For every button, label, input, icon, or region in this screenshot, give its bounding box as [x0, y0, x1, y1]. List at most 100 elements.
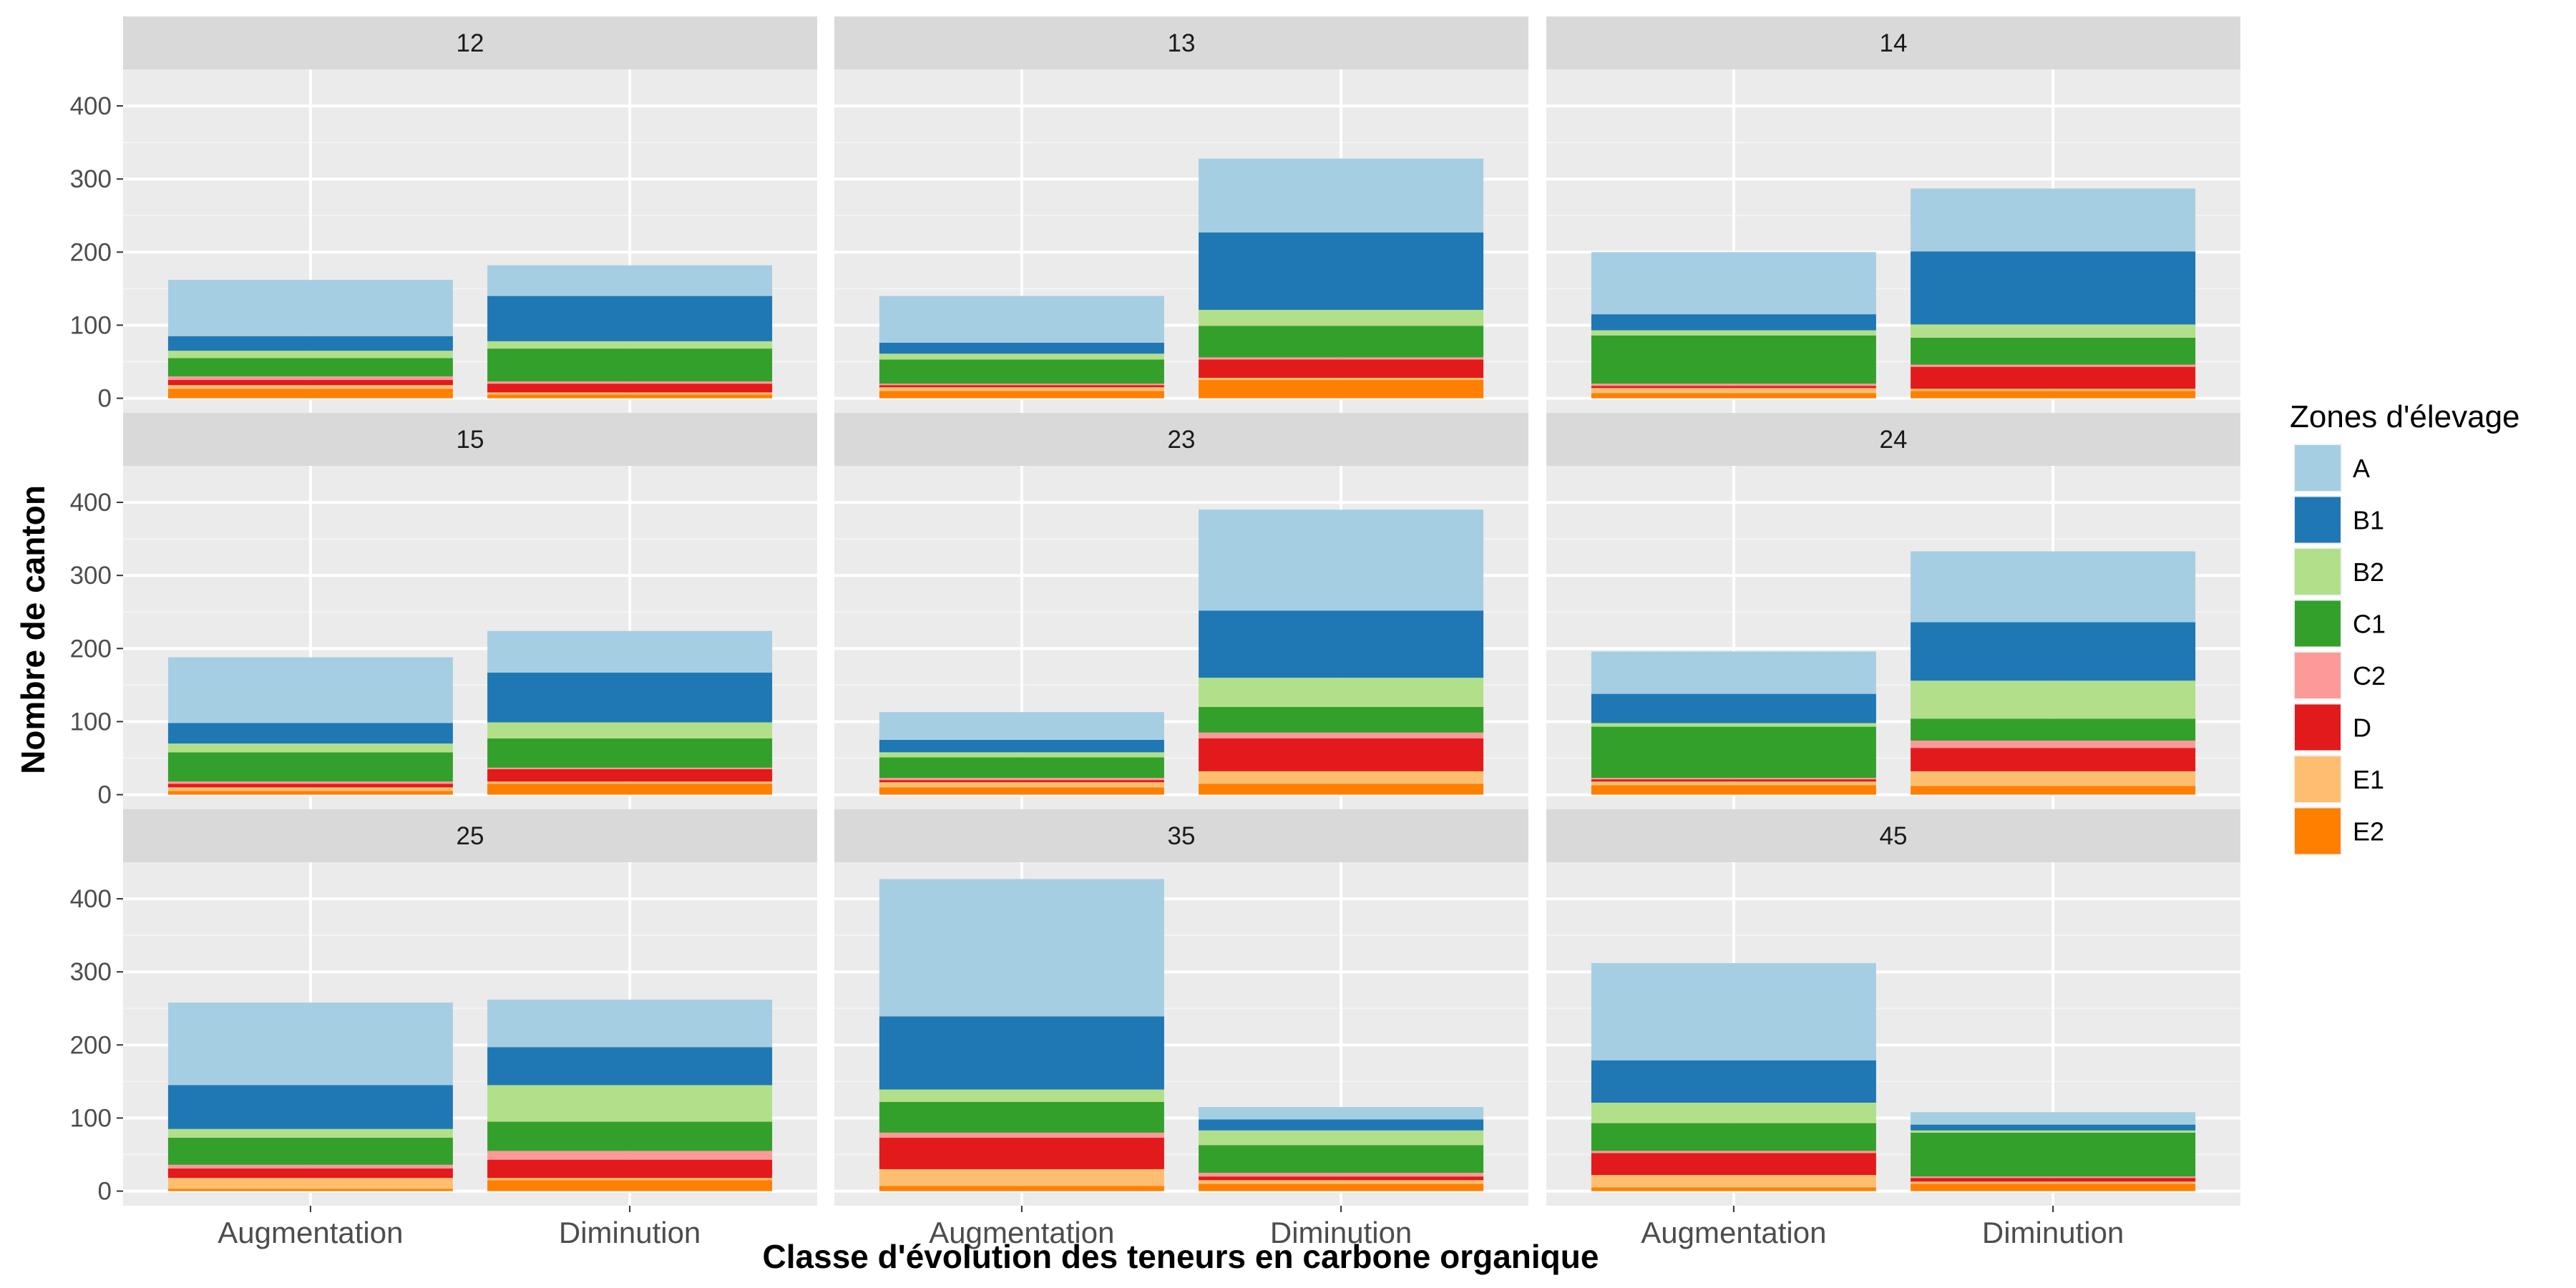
bar-segment-45-augmentation-e1 — [1591, 1175, 1876, 1188]
bar-segment-35-augmentation-c1 — [879, 1101, 1164, 1133]
bar-segment-23-augmentation-b1 — [879, 739, 1164, 753]
bar-segment-25-augmentation-c2 — [167, 1164, 453, 1169]
bar-segment-15-augmentation-b1 — [167, 723, 453, 744]
bar-segment-45-augmentation-b1 — [1591, 1060, 1876, 1103]
bar-segment-25-diminution-c2 — [487, 1151, 773, 1160]
bar-segment-35-diminution-b1 — [1199, 1119, 1484, 1131]
legend-key-c1 — [2295, 600, 2341, 647]
bar-segment-45-augmentation-a — [1591, 962, 1876, 1060]
bar-segment-12-augmentation-b2 — [167, 351, 453, 358]
bar-segment-24-diminution-e2 — [1911, 786, 2196, 795]
bar-segment-15-diminution-c2 — [487, 767, 773, 769]
bar-segment-23-diminution-c1 — [1199, 707, 1484, 733]
facet-strip-label: 12 — [457, 29, 484, 57]
bar-segment-15-diminution-a — [487, 630, 773, 673]
bar-segment-45-diminution-a — [1911, 1112, 2196, 1125]
bar-segment-35-augmentation-a — [879, 879, 1164, 1017]
bar-segment-35-augmentation-b1 — [879, 1016, 1164, 1090]
bar-segment-13-diminution-c1 — [1199, 326, 1484, 358]
bar-segment-45-augmentation-c2 — [1591, 1151, 1876, 1153]
legend-key-e1 — [2295, 756, 2341, 802]
bar-segment-24-augmentation-d — [1591, 779, 1876, 782]
bar-segment-12-diminution-c2 — [487, 381, 773, 384]
bar-segment-23-diminution-e2 — [1199, 784, 1484, 795]
bar-segment-15-augmentation-e1 — [167, 787, 453, 791]
bar-segment-24-augmentation-a — [1591, 651, 1876, 694]
bar-segment-35-diminution-e1 — [1199, 1180, 1484, 1184]
bar-segment-25-diminution-b2 — [487, 1085, 773, 1122]
bar-segment-14-diminution-d — [1911, 366, 2196, 389]
bar-segment-15-augmentation-a — [167, 657, 453, 723]
bar-segment-35-diminution-e2 — [1199, 1184, 1484, 1191]
facet-panel-14: 14 — [1546, 16, 2240, 413]
facet-strip — [834, 413, 1528, 466]
bar-segment-15-diminution-e1 — [487, 781, 773, 784]
bar-segment-35-augmentation-c2 — [879, 1132, 1164, 1138]
x-axis-title: Classe d'évolution des teneurs en carbon… — [763, 1238, 1599, 1275]
bar-segment-35-diminution-b2 — [1199, 1130, 1484, 1146]
legend-label: E2 — [2353, 817, 2384, 847]
y-tick-label: 300 — [70, 958, 112, 986]
bar-segment-25-diminution-b1 — [487, 1047, 773, 1085]
facet-panel-13: 13 — [834, 16, 1528, 413]
bar-segment-13-augmentation-b2 — [879, 353, 1164, 360]
legend-label: D — [2353, 713, 2371, 743]
bar-segment-13-augmentation-c2 — [879, 384, 1164, 386]
bar-segment-12-augmentation-c1 — [167, 358, 453, 376]
bar-segment-25-diminution-d — [487, 1159, 773, 1179]
bar-segment-14-diminution-a — [1911, 188, 2196, 252]
bar-segment-15-diminution-c1 — [487, 738, 773, 768]
y-tick-label: 400 — [70, 92, 112, 120]
bar-segment-24-diminution-b1 — [1911, 622, 2196, 681]
facet-panel-24: 24 — [1546, 413, 2240, 809]
y-tick-label: 200 — [70, 635, 112, 663]
bar-segment-45-diminution-c1 — [1911, 1132, 2196, 1177]
x-tick-label: Augmentation — [1641, 1216, 1826, 1249]
bar-segment-35-augmentation-e2 — [879, 1186, 1164, 1191]
x-tick-label: Diminution — [1982, 1216, 2124, 1249]
bar-segment-15-diminution-b1 — [487, 673, 773, 723]
bar-segment-24-diminution-d — [1911, 748, 2196, 771]
bar-segment-35-diminution-d — [1199, 1176, 1484, 1181]
bar-segment-14-augmentation-b2 — [1591, 330, 1876, 336]
bar-segment-13-augmentation-d — [879, 385, 1164, 388]
bar-segment-14-augmentation-a — [1591, 252, 1876, 315]
bar-segment-14-diminution-b1 — [1911, 251, 2196, 325]
y-axis-title: Nombre de canton — [14, 485, 52, 774]
bar-segment-12-diminution-c1 — [487, 348, 773, 382]
bar-segment-24-augmentation-e2 — [1591, 785, 1876, 795]
facet-strip-label: 23 — [1168, 426, 1196, 454]
x-tick-label: Diminution — [559, 1216, 701, 1249]
bar-segment-14-augmentation-c1 — [1591, 335, 1876, 384]
bar-segment-13-diminution-b1 — [1199, 232, 1484, 310]
legend-label: C2 — [2353, 661, 2386, 691]
facet-strip — [1546, 413, 2240, 466]
bar-segment-25-augmentation-a — [167, 1002, 453, 1085]
bar-segment-45-diminution-e1 — [1911, 1181, 2196, 1184]
bar-segment-14-diminution-c1 — [1911, 337, 2196, 365]
bar-segment-12-diminution-b1 — [487, 296, 773, 341]
bar-segment-45-diminution-e2 — [1911, 1184, 2196, 1191]
y-tick-label: 100 — [70, 708, 112, 736]
bar-segment-12-diminution-e1 — [487, 392, 773, 395]
bar-segment-12-augmentation-e1 — [167, 385, 453, 389]
facet-strip — [123, 809, 817, 862]
bar-segment-14-diminution-b2 — [1911, 324, 2196, 338]
y-tick-label: 200 — [70, 1031, 112, 1059]
bar-segment-14-diminution-e2 — [1911, 391, 2196, 399]
bar-segment-12-augmentation-a — [167, 280, 453, 336]
legend-key-b1 — [2295, 497, 2341, 543]
bar-segment-15-augmentation-c2 — [167, 781, 453, 784]
bar-segment-24-augmentation-c1 — [1591, 726, 1876, 779]
x-tick-label: Augmentation — [929, 1216, 1114, 1249]
bar-segment-13-diminution-c2 — [1199, 357, 1484, 360]
y-tick-label: 100 — [70, 311, 112, 339]
facet-strip-label: 35 — [1168, 822, 1196, 850]
bar-segment-25-diminution-c1 — [487, 1121, 773, 1151]
facet-panel-12: 12 0 100 200 300 400 — [70, 16, 817, 413]
bar-segment-12-augmentation-e2 — [167, 389, 453, 399]
bar-segment-13-augmentation-b1 — [879, 342, 1164, 354]
facet-strip — [1546, 16, 2240, 69]
bar-segment-24-diminution-a — [1911, 551, 2196, 623]
